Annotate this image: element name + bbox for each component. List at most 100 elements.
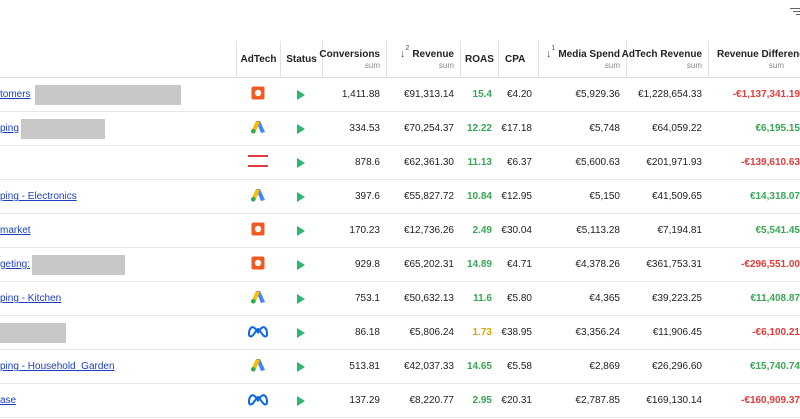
adtech-cell (236, 214, 280, 247)
revenue-difference-value: -€160,909.37 (741, 395, 800, 406)
media-spend-value: €5,929.36 (575, 89, 621, 100)
revenue-difference-value: €14,318.07 (749, 191, 800, 202)
header-adtech-revenue[interactable]: AdTech Revenue sum (622, 41, 708, 77)
header-revenue-difference[interactable]: Revenue Difference sum (708, 41, 800, 77)
campaign-link[interactable]: ping - Household_Garden (0, 361, 115, 372)
status-cell[interactable] (280, 112, 322, 145)
adtech-revenue-value: €41,509.65 (651, 191, 702, 202)
roas-value: 10.84 (466, 191, 492, 202)
campaign-link[interactable]: market (0, 225, 31, 236)
meta-icon (247, 324, 269, 341)
redacted-block (0, 322, 66, 343)
roas-value: 12.22 (466, 123, 492, 134)
campaign-link[interactable]: ping - Kitchen (0, 293, 62, 304)
revenue-value: €70,254.37 (403, 123, 454, 134)
adtech-cell (236, 112, 280, 145)
adtech-revenue-value: €7,194.81 (657, 225, 703, 236)
table-row[interactable]: ase 137.29 €8,220.77 2.95 €20.31 €2,787.85 €16… (0, 384, 800, 418)
table-row[interactable]: ping - Household_Garden 513.81 €42,037.33 1… (0, 350, 800, 384)
header-roas[interactable]: ROAS (460, 41, 498, 77)
conversions-value: 170.23 (349, 225, 380, 236)
header-adtech[interactable]: AdTech (236, 41, 280, 77)
status-cell[interactable] (280, 282, 322, 315)
play-icon[interactable] (297, 123, 305, 134)
revenue-difference-value: -€6,100.21 (752, 327, 800, 338)
roas-value: 2.95 (472, 395, 492, 406)
play-icon[interactable] (297, 259, 305, 270)
adtech-revenue-value: €1,228,654.33 (638, 89, 702, 100)
campaign-name-cell: geting: (0, 248, 126, 281)
redacted-block (32, 254, 126, 275)
status-cell[interactable] (280, 316, 322, 349)
play-icon[interactable] (297, 191, 305, 202)
status-cell[interactable] (280, 350, 322, 383)
play-icon[interactable] (297, 157, 305, 168)
header-status[interactable]: Status (280, 41, 322, 77)
media-spend-value: €5,748 (589, 123, 620, 134)
header-revenue-difference-label: Revenue Difference (717, 48, 800, 60)
header-conversions-sub: sum (364, 60, 380, 70)
table-row[interactable]: geting: 929.8 €65,202.31 14.89 €4.71 €4,378.2… (0, 248, 800, 282)
cpa-value: €20.31 (501, 395, 532, 406)
play-icon[interactable] (297, 225, 305, 236)
campaign-link[interactable]: geting: (0, 259, 31, 270)
sort-arrow-down-icon[interactable]: ↓2 (399, 45, 410, 60)
status-cell[interactable] (280, 146, 322, 179)
campaign-link[interactable]: ping (0, 123, 19, 134)
table-row[interactable]: 86.18 €5,806.24 1.73 €38.95 €3,356.24 €11,906… (0, 316, 800, 350)
header-cpa[interactable]: CPA (498, 41, 538, 77)
adtech-cell (236, 350, 280, 383)
play-icon[interactable] (297, 327, 305, 338)
play-icon[interactable] (297, 293, 305, 304)
cpa-value: €30.04 (501, 225, 532, 236)
header-adtech-revenue-sub: sum (686, 60, 702, 70)
status-cell[interactable] (280, 214, 322, 247)
sort-arrow-down-icon[interactable]: ↓1 (545, 45, 556, 60)
conversions-value: 753.1 (354, 293, 380, 304)
filter-lines-icon[interactable] (790, 6, 800, 16)
play-icon[interactable] (297, 361, 305, 372)
revenue-difference-value: €15,740.74 (749, 361, 800, 372)
table-row[interactable]: market 170.23 €12,736.26 2.49 €30.04 €5,113.2… (0, 214, 800, 248)
status-cell[interactable] (280, 180, 322, 213)
orange-square-icon (251, 86, 265, 103)
table-row[interactable]: 878.6 €62,361.30 11.13 €6.37 €5,600.63 €201,9… (0, 146, 800, 180)
campaign-name-cell: ping - Electronics (0, 180, 77, 213)
campaign-link[interactable]: tomers (0, 89, 31, 100)
revenue-value: €91,313.14 (403, 89, 454, 100)
cpa-value: €5.80 (506, 293, 532, 304)
header-media-spend-sub: sum (604, 61, 620, 70)
play-icon[interactable] (297, 89, 305, 100)
campaign-link[interactable]: ase (0, 395, 17, 406)
table-row[interactable]: ping 334.53 €70,254.37 12.22 €17.18 €5,748 €64… (0, 112, 800, 146)
conversions-value: 1,411.88 (341, 89, 380, 100)
status-cell[interactable] (280, 248, 322, 281)
table-header: AdTech Status Conversions sum ↓2Revenue … (0, 41, 800, 78)
adtech-cell (236, 78, 280, 111)
roas-value: 11.13 (467, 157, 492, 168)
play-icon[interactable] (297, 395, 305, 406)
red-lines-icon (248, 154, 268, 171)
adtech-revenue-value: €169,130.14 (646, 395, 702, 406)
table-row[interactable]: ping - Kitchen 753.1 €50,632.13 11.6 €5.80 €4… (0, 282, 800, 316)
table-row[interactable]: tomers 1,411.88 €91,313.14 15.4 €4.20 €5,929.… (0, 78, 800, 112)
roas-value: 1.73 (472, 327, 492, 338)
campaign-link[interactable]: ping - Electronics (0, 191, 77, 202)
cpa-value: €6.37 (506, 157, 532, 168)
media-spend-value: €3,356.24 (575, 327, 621, 338)
cpa-value: €5.58 (506, 361, 532, 372)
orange-square-icon (251, 222, 265, 239)
header-conversions[interactable]: Conversions sum (319, 41, 386, 77)
campaign-name-cell: ping - Household_Garden (0, 350, 115, 383)
table-row[interactable]: ping - Electronics 397.6 €55,827.72 10.84 €1… (0, 180, 800, 214)
media-spend-value: €5,600.63 (575, 157, 621, 168)
revenue-difference-value: -€1,137,341.19 (732, 89, 800, 100)
header-media-spend[interactable]: ↓1Media Spend sum (538, 41, 626, 77)
adtech-cell (236, 248, 280, 281)
status-cell[interactable] (280, 384, 322, 417)
status-cell[interactable] (280, 78, 322, 111)
roas-value: 2.49 (472, 225, 492, 236)
header-roas-label: ROAS (465, 53, 494, 65)
header-revenue[interactable]: ↓2Revenue sum (386, 41, 460, 77)
campaign-name-cell: ping - Kitchen (0, 282, 61, 315)
